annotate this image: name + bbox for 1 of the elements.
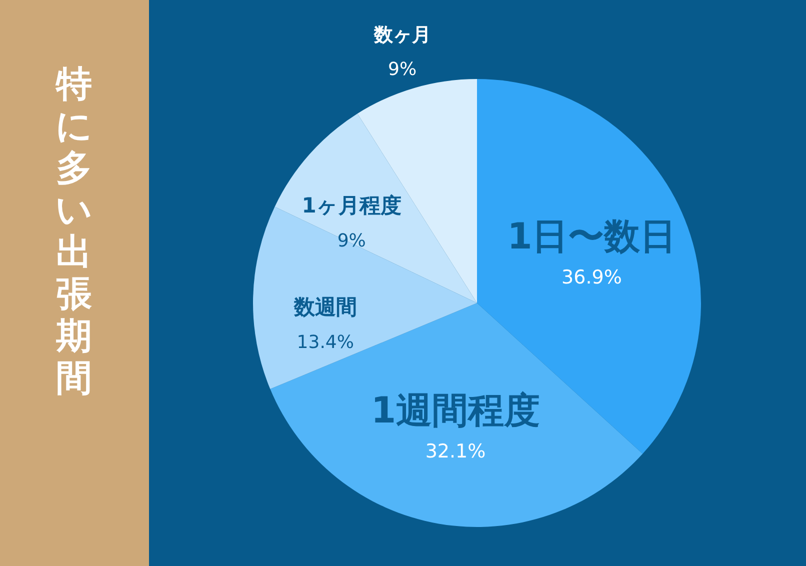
title: 特に多い出張期間 (56, 64, 92, 399)
